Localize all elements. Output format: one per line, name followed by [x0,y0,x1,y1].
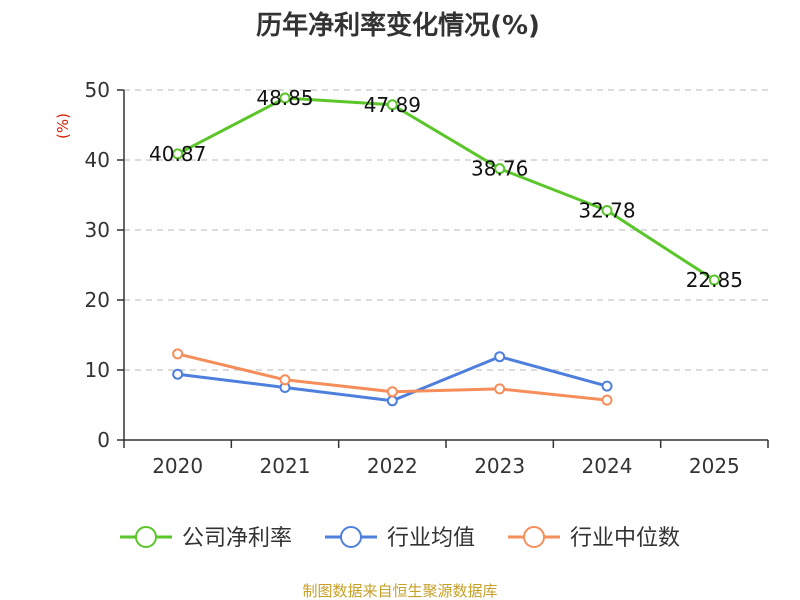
data-point[interactable] [386,99,398,111]
data-labels: 40.87 48.85 47.89 38.76 32.78 22.85 [149,86,743,292]
y-tick-label: 10 [85,358,110,382]
x-tick-label: 2020 [152,454,203,478]
x-tick-label: 2022 [367,454,418,478]
data-point[interactable] [386,395,398,407]
y-tick-label: 30 [85,218,110,242]
data-label: 22.85 [686,268,743,292]
data-label: 38.76 [471,157,528,181]
data-label: 32.78 [578,199,635,223]
data-point[interactable] [494,163,506,175]
y-axis-label: (%) [54,113,72,139]
series-1 [172,351,613,407]
x-tick-label: 2023 [474,454,525,478]
series-layer [172,92,720,407]
gridlines [124,89,768,371]
legend-marker [523,526,545,548]
legend-label: 行业中位数 [570,526,680,551]
data-label: 48.85 [256,86,313,110]
data-point[interactable] [279,374,291,386]
y-tick-label: 40 [85,148,110,172]
y-tick-label: 0 [97,428,110,452]
data-point[interactable] [172,348,184,360]
data-point[interactable] [172,148,184,160]
axes: 0 10 20 30 40 50 2020 2021 2022 2023 2024 2025 [85,78,769,478]
legend-marker [340,526,362,548]
data-label: 40.87 [149,142,206,166]
x-tick-label: 2021 [260,454,311,478]
x-tick-label: 2024 [582,454,633,478]
x-tick-label: 2025 [689,454,740,478]
legend-item[interactable]: 行业中位数 [508,526,680,551]
legend-label: 行业均值 [387,526,475,551]
y-tick-label: 50 [85,78,110,102]
series-0 [172,92,720,286]
data-point[interactable] [601,394,613,406]
series-line [176,96,716,282]
legend-label: 公司净利率 [182,526,292,551]
legend[interactable]: 公司净利率 行业均值 行业中位数 [120,526,680,551]
data-point[interactable] [601,380,613,392]
chart-title: 历年净利率变化情况(%) [256,10,540,41]
legend-item[interactable]: 行业均值 [325,526,475,551]
data-point[interactable] [172,368,184,380]
data-point[interactable] [601,205,613,217]
legend-item[interactable]: 公司净利率 [120,526,292,551]
source-note: 制图数据来自恒生聚源数据库 [302,582,497,600]
series-2 [172,348,613,406]
data-point[interactable] [708,274,720,286]
y-tick-label: 20 [85,288,110,312]
legend-marker [135,526,157,548]
data-point[interactable] [494,351,506,363]
data-point[interactable] [494,383,506,395]
data-label: 47.89 [364,93,421,117]
data-point[interactable] [386,386,398,398]
data-point[interactable] [279,92,291,104]
